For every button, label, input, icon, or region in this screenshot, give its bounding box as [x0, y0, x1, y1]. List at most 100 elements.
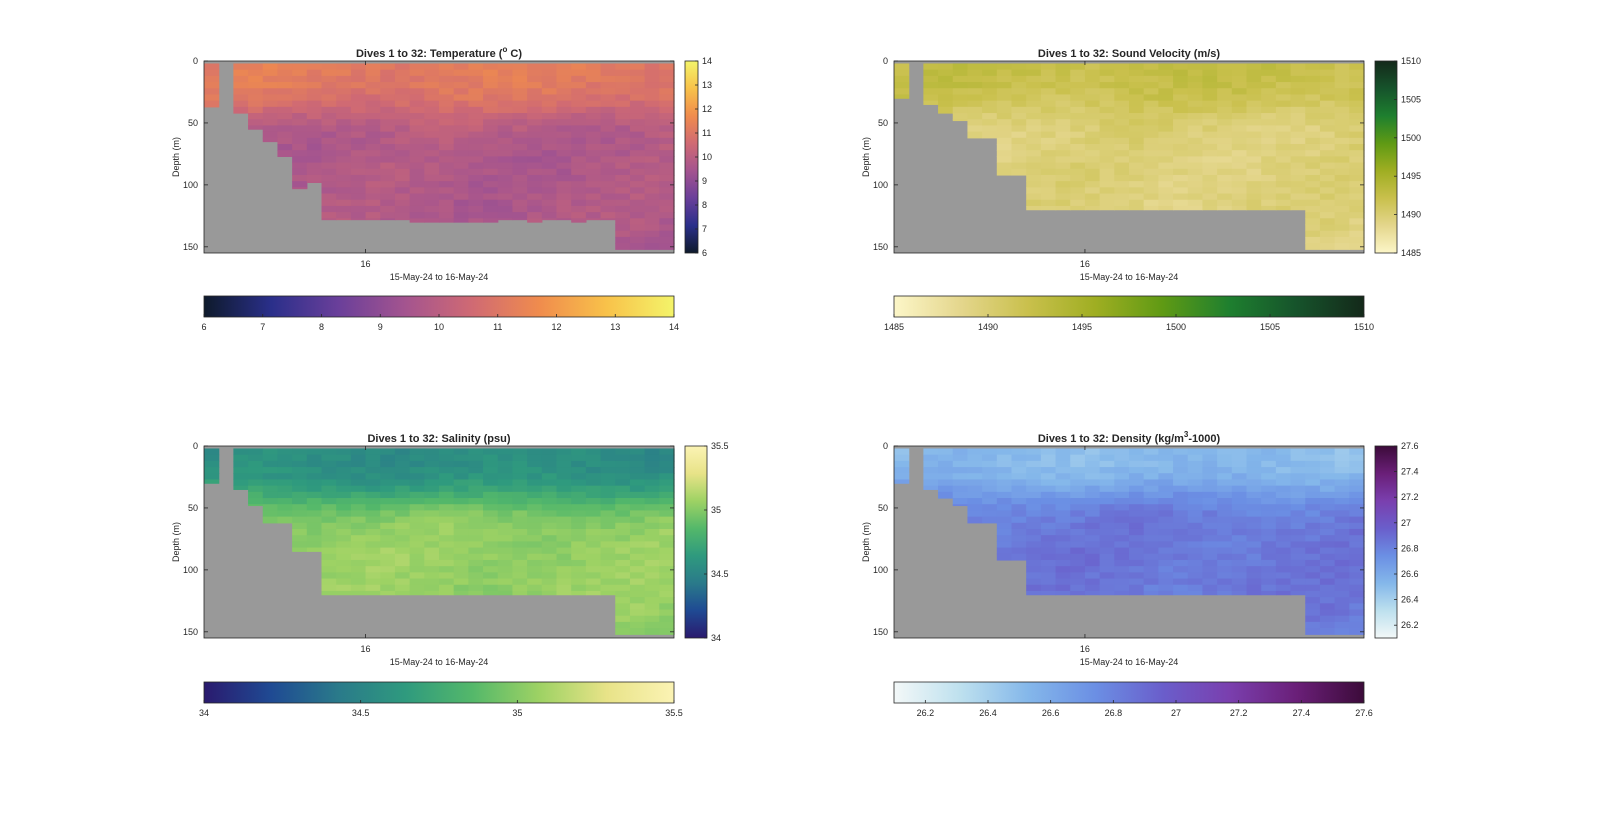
heatmap-cell: [1334, 467, 1350, 474]
heatmap-cell: [1246, 590, 1262, 596]
colorbar-tick-label: 1485: [884, 322, 904, 332]
heatmap-cell: [1143, 106, 1159, 114]
heatmap-cell: [468, 504, 484, 512]
heatmap-cell: [380, 498, 396, 505]
heatmap-cell: [453, 460, 469, 468]
heatmap-cell: [952, 454, 969, 462]
heatmap-cell: [585, 168, 602, 176]
heatmap-cell: [439, 535, 455, 542]
heatmap-cell: [1026, 448, 1042, 456]
heatmap-cell: [1187, 454, 1204, 462]
heatmap-cell: [1040, 473, 1057, 481]
heatmap-cell: [365, 113, 381, 120]
heatmap-cell: [571, 491, 587, 499]
heatmap-cell: [409, 94, 425, 102]
heatmap-cell: [967, 498, 983, 505]
heatmap-cell: [262, 460, 279, 468]
heatmap-cell: [1173, 479, 1189, 487]
heatmap-cell: [424, 578, 440, 586]
heatmap-cell: [1173, 485, 1189, 493]
heatmap-cell: [248, 69, 264, 77]
heatmap-cell: [1261, 485, 1277, 493]
heatmap-cell: [527, 516, 543, 524]
heatmap-cell: [292, 448, 308, 456]
y-tick-label: 50: [878, 503, 888, 513]
heatmap-cell: [1261, 106, 1277, 114]
heatmap-cell: [321, 479, 337, 487]
heatmap-cell: [1055, 522, 1071, 530]
heatmap-cell: [644, 460, 660, 468]
heatmap-cell: [409, 473, 425, 481]
heatmap-cell: [1202, 156, 1218, 164]
heatmap-cell: [585, 162, 602, 170]
heatmap-cell: [1275, 498, 1292, 505]
heatmap-cell: [644, 479, 660, 487]
heatmap-cell: [600, 584, 616, 592]
heatmap-cell: [1261, 528, 1277, 536]
heatmap-cell: [571, 63, 587, 71]
heatmap-cell: [1026, 553, 1042, 561]
heatmap-cell: [262, 137, 279, 143]
heatmap-cell: [512, 193, 528, 201]
heatmap-cell: [483, 510, 499, 518]
heatmap-cell: [1129, 162, 1145, 170]
heatmap-cell: [585, 491, 602, 499]
heatmap-cell: [277, 485, 293, 493]
heatmap-cell: [321, 510, 337, 518]
heatmap-cell: [1246, 504, 1262, 512]
heatmap-cell: [468, 578, 484, 586]
heatmap-cell: [1187, 516, 1204, 524]
heatmap-cell: [350, 69, 367, 77]
heatmap-cell: [1217, 63, 1233, 71]
heatmap-cell: [1173, 75, 1189, 83]
heatmap-cell: [365, 559, 381, 567]
heatmap-cell: [468, 448, 484, 456]
heatmap-cell: [1143, 516, 1159, 524]
vertical-colorbar: [1374, 60, 1398, 254]
y-tick-label: 50: [878, 118, 888, 128]
heatmap-cell: [1129, 82, 1145, 89]
y-tick-label: 100: [183, 180, 198, 190]
heatmap-cell: [1349, 615, 1365, 623]
heatmap-cell: [659, 106, 675, 114]
heatmap-cell: [394, 125, 411, 133]
heatmap-cell: [1129, 448, 1145, 456]
colorbar-tick-label: 34.5: [352, 708, 370, 718]
heatmap-cell: [644, 230, 660, 238]
heatmap-cell: [1319, 236, 1336, 244]
axes-box: [203, 60, 675, 254]
heatmap-cell: [1231, 485, 1248, 493]
heatmap-cell: [409, 553, 425, 561]
heatmap-cell: [996, 528, 1013, 536]
heatmap-cell: [512, 516, 528, 524]
heatmap-cell: [1114, 553, 1130, 561]
heatmap-cell: [556, 485, 572, 493]
heatmap-cell: [468, 454, 484, 462]
heatmap-cell: [424, 63, 440, 71]
heatmap-cell: [424, 199, 440, 207]
heatmap-cell: [1158, 82, 1174, 89]
heatmap-cell: [204, 467, 220, 474]
heatmap-cell: [292, 131, 308, 139]
heatmap-cell: [600, 535, 616, 542]
heatmap-cell: [1305, 94, 1321, 102]
heatmap-cell: [996, 448, 1013, 456]
heatmap-cell: [1305, 510, 1321, 518]
heatmap-cell: [483, 205, 499, 213]
heatmap-cell: [1334, 584, 1350, 592]
heatmap-cell: [483, 572, 499, 580]
heatmap-cell: [468, 187, 484, 195]
heatmap-cell: [365, 522, 381, 530]
heatmap-cell: [1011, 516, 1027, 524]
y-tick-label: 150: [183, 627, 198, 637]
heatmap-cell: [233, 448, 249, 456]
heatmap-cell: [571, 156, 587, 164]
heatmap-cell: [1319, 174, 1336, 182]
heatmap-cell: [497, 174, 514, 182]
heatmap-cell: [483, 69, 499, 77]
heatmap-cell: [1040, 535, 1057, 542]
heatmap-cell: [1011, 94, 1027, 102]
heatmap-cell: [952, 113, 969, 120]
heatmap-cell: [497, 131, 514, 139]
heatmap-cell: [541, 205, 558, 213]
